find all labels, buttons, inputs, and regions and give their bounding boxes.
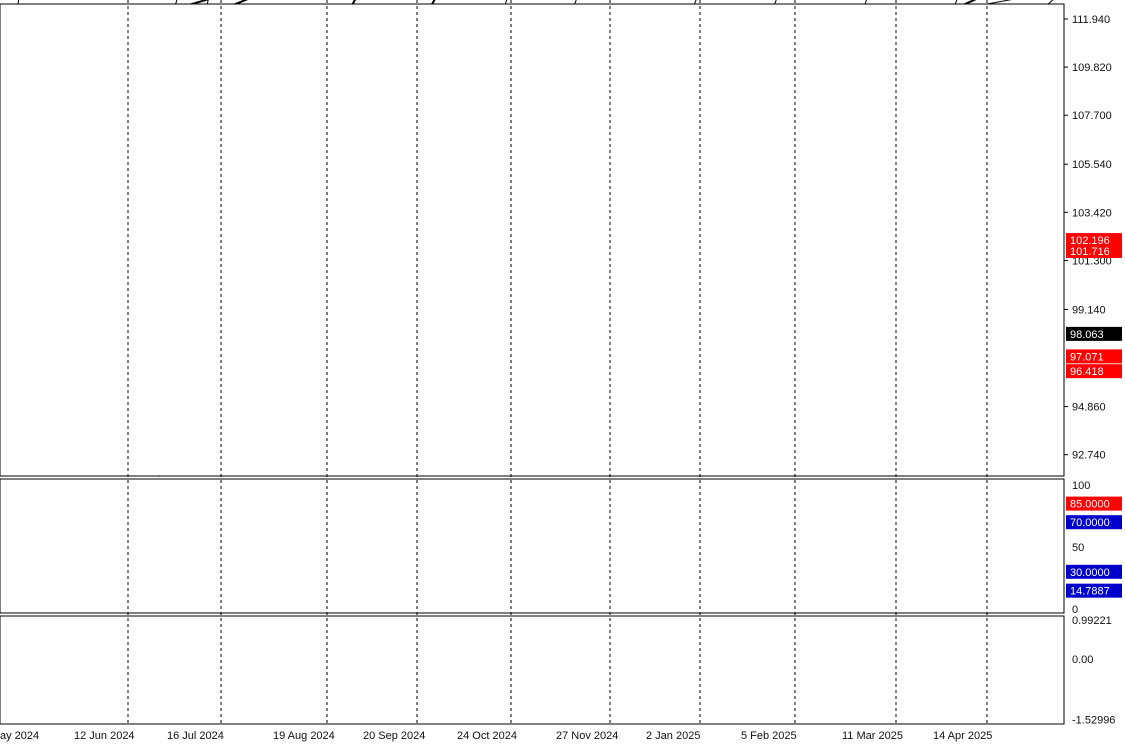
- osc-level-tag-bg: [1066, 515, 1122, 530]
- osc-tick-label: 100: [1072, 480, 1090, 492]
- price-tick-label: 109.820: [1072, 62, 1112, 74]
- date-axis-background: [0, 725, 1064, 749]
- osc-level-tag-bg: [1066, 583, 1122, 598]
- price-tick-label: 103.420: [1072, 207, 1112, 219]
- macd-background: [0, 615, 1065, 725]
- osc-tick-label: 50: [1072, 542, 1084, 554]
- osc-level-tag: 70.0000: [1070, 517, 1110, 529]
- price-tick-label: 94.860: [1072, 402, 1106, 414]
- oscillator-background: [0, 478, 1065, 614]
- osc-level-tag-bg: [1066, 496, 1122, 511]
- osc-level-tag: 14.7887: [1070, 586, 1110, 598]
- date-label: 2 Jan 2025: [646, 730, 700, 742]
- price-tick-label: 101.300: [1072, 255, 1112, 267]
- date-label: 20 Sep 2024: [363, 730, 425, 742]
- level-tag: 97.071: [1070, 351, 1104, 363]
- osc-level-tag-bg: [1066, 564, 1122, 579]
- level-tag-bg: [1066, 364, 1122, 379]
- date-label: 27 Nov 2024: [556, 730, 618, 742]
- macd-tick-label: 0.00: [1072, 654, 1093, 666]
- level-tag: 101.716: [1070, 246, 1110, 258]
- level-tag: 96.418: [1070, 366, 1104, 378]
- price-tick-label: 107.700: [1072, 110, 1112, 122]
- date-label: 24 Oct 2024: [457, 730, 517, 742]
- current-price-tag: 98.063: [1070, 329, 1104, 341]
- date-label: 12 Jun 2024: [74, 730, 135, 742]
- macd-tick-label: -1.52996: [1072, 714, 1115, 726]
- price-tick-label: 111.940: [1072, 14, 1110, 26]
- date-label: 19 Aug 2024: [273, 730, 335, 742]
- level-tag-bg: [1066, 243, 1122, 258]
- level-tag-bg: [1066, 233, 1122, 248]
- level-tag-bg: [1066, 349, 1122, 364]
- date-label: ay 2024: [0, 730, 39, 742]
- price-background: [0, 3, 1065, 477]
- osc-level-tag: 30.0000: [1070, 567, 1110, 579]
- price-tick-label: 99.140: [1072, 304, 1106, 316]
- date-label: 14 Apr 2025: [933, 730, 992, 742]
- osc-level-tag: 85.0000: [1070, 499, 1110, 511]
- date-label: 16 Jul 2024: [167, 730, 224, 742]
- date-label: 5 Feb 2025: [741, 730, 797, 742]
- price-tick-label: 92.740: [1072, 450, 1106, 462]
- macd-tick-label: 0.99221: [1072, 615, 1112, 627]
- current-price-tag-bg: [1066, 326, 1122, 341]
- date-label: 11 Mar 2025: [842, 730, 903, 742]
- osc-tick-label: 0: [1072, 604, 1078, 616]
- price-tick-label: 105.540: [1072, 159, 1112, 171]
